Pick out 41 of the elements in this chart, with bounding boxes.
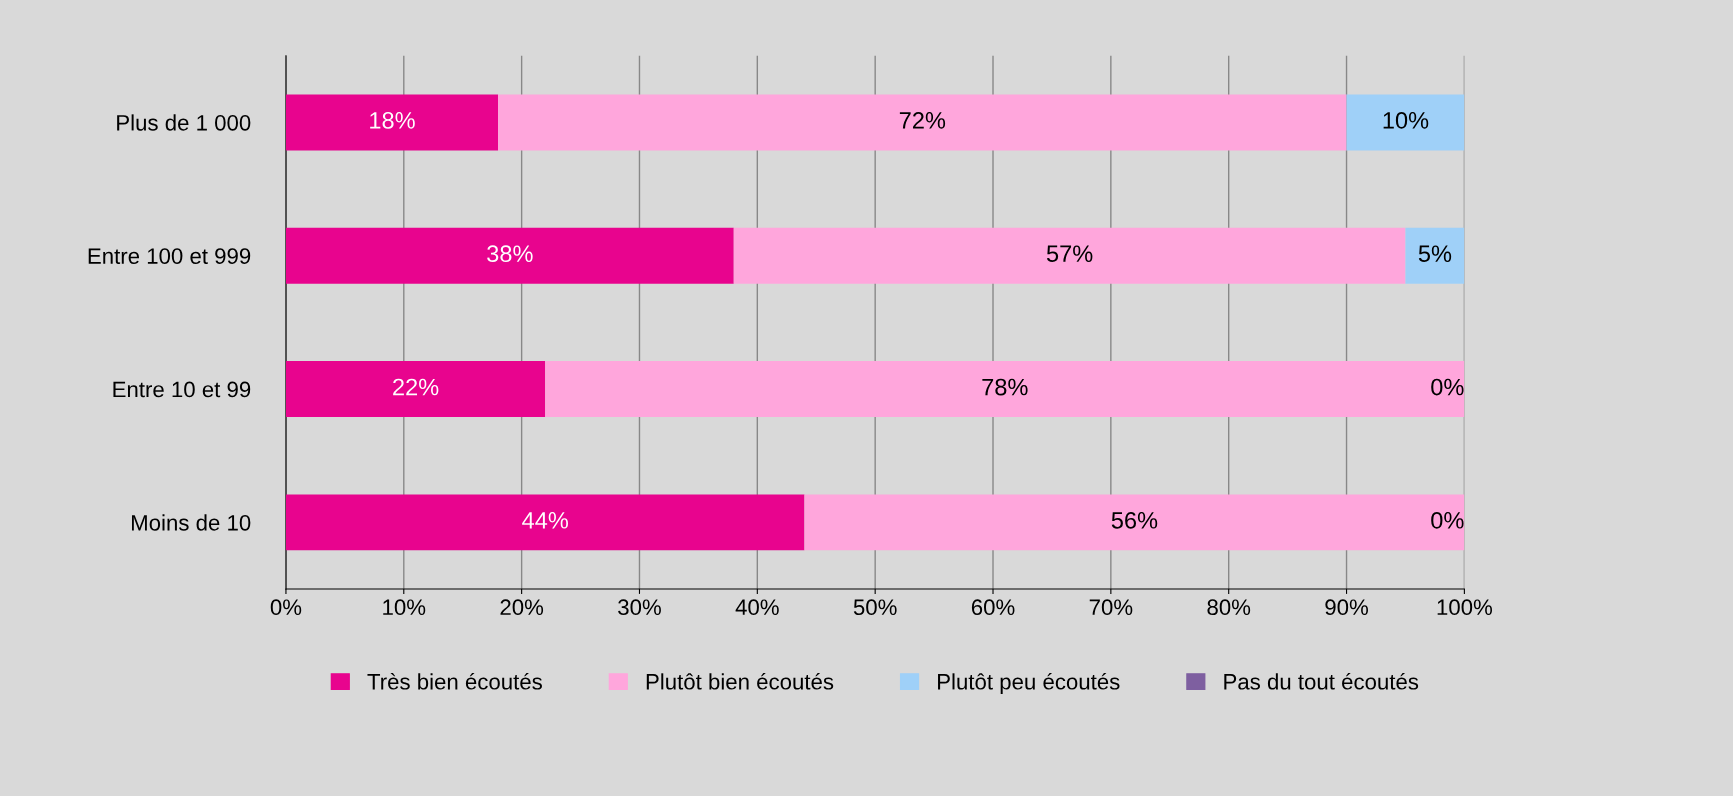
data-label: 72% [899, 112, 946, 129]
x-tick-label: 10% [383, 599, 426, 616]
legend-label: Plutôt peu écoutés [938, 673, 1120, 695]
bar [1346, 94, 1465, 151]
data-label: 44% [522, 512, 568, 529]
data-label: 10% [1383, 112, 1429, 129]
data-label: 56% [1111, 511, 1158, 529]
data-label: 38% [487, 245, 533, 263]
bar [1405, 227, 1465, 284]
legend-label: Plutôt bien écoutés [646, 673, 834, 690]
legend-label: Pas du tout écoutés [1224, 673, 1419, 690]
data-label: 22% [393, 378, 439, 396]
data-label: 5% [1418, 245, 1452, 263]
y-tick-label: Entre 100 et 999 [88, 248, 251, 264]
bar [285, 494, 805, 551]
data-label: 18% [370, 112, 415, 129]
legend-label: Très bien écoutés [367, 673, 542, 690]
x-tick-label: 80% [1207, 599, 1251, 616]
data-label: 0% [1431, 378, 1464, 396]
y-tick-label: Entre 10 et 99 [113, 381, 251, 398]
x-tick-label: 100% [1437, 599, 1493, 616]
x-tick-label: 70% [1089, 599, 1133, 616]
y-tick-label: Moins de 10 [131, 514, 251, 531]
x-tick-label: 40% [735, 599, 779, 616]
y-tick-label: Plus de 1 000 [117, 114, 251, 131]
bar [285, 94, 499, 151]
x-tick-label: 0% [270, 599, 302, 616]
bar [804, 494, 1465, 551]
x-tick-label: 60% [971, 599, 1015, 616]
bar [733, 227, 1406, 284]
bar [285, 361, 546, 418]
bar [545, 361, 1465, 418]
x-tick-label: 30% [618, 599, 661, 616]
data-label: 0% [1431, 511, 1464, 529]
x-tick-label: 50% [853, 599, 897, 616]
bar [285, 227, 734, 284]
bar [498, 94, 1347, 151]
data-label: 78% [982, 378, 1028, 396]
x-tick-label: 20% [500, 599, 544, 616]
data-label: 57% [1046, 245, 1093, 263]
x-tick-label: 90% [1325, 599, 1368, 616]
